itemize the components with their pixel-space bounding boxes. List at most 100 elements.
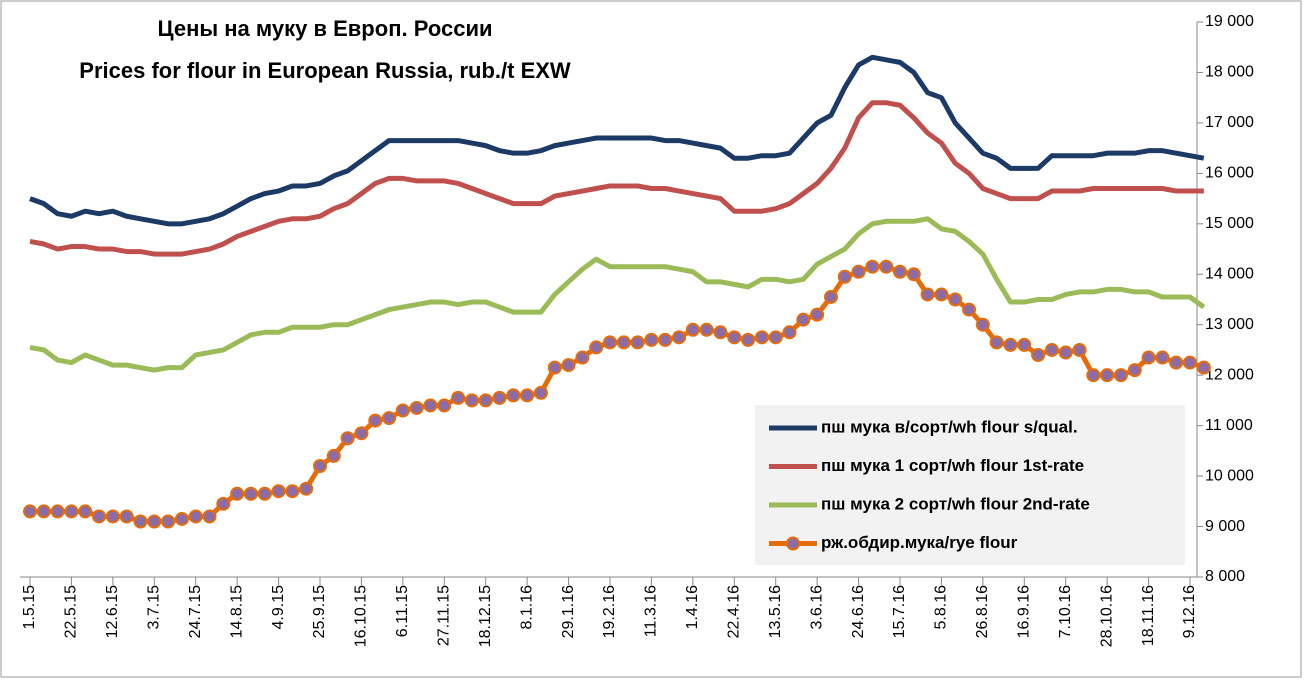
data-point — [851, 264, 866, 279]
x-tick-label: 18.11.16 — [1140, 585, 1157, 646]
x-tick-label: 6.11.15 — [394, 585, 411, 637]
legend-label: пш мука 1 сорт/wh flour 1st-rate — [821, 456, 1084, 475]
legend-label: пш мука в/сорт/wh flour s/qual. — [821, 417, 1078, 436]
y-tick-label: 17 000 — [1205, 114, 1254, 131]
data-point — [395, 403, 410, 418]
data-point — [810, 307, 825, 322]
data-point — [865, 259, 880, 274]
data-point — [893, 264, 907, 279]
data-point — [230, 486, 245, 501]
series-line — [29, 100, 1204, 257]
data-point — [64, 504, 79, 519]
y-tick-label: 10 000 — [1205, 467, 1254, 484]
data-point — [782, 325, 797, 340]
data-point — [326, 448, 341, 463]
y-tick-label: 13 000 — [1205, 316, 1254, 333]
data-point — [630, 335, 645, 350]
data-point — [50, 504, 65, 519]
data-point — [1017, 337, 1032, 352]
data-point — [409, 400, 424, 415]
x-tick-label: 9.12.16 — [1181, 585, 1198, 638]
x-tick-label: 18.12.15 — [477, 585, 494, 647]
data-point — [561, 358, 576, 373]
data-point — [464, 393, 479, 408]
data-point — [589, 340, 604, 355]
data-point — [382, 411, 397, 426]
series-line — [29, 54, 1205, 227]
data-point — [506, 388, 521, 403]
legend-label: пш мука 2 сорт/wh flour 2nd-rate — [821, 494, 1090, 513]
data-point — [1196, 360, 1211, 375]
data-point — [161, 514, 176, 529]
data-point — [837, 269, 852, 284]
x-tick-label: 12.6.15 — [104, 585, 121, 638]
data-point — [478, 393, 493, 408]
x-tick-label: 28.10.16 — [1098, 585, 1115, 647]
data-point — [741, 332, 756, 347]
data-point — [547, 360, 562, 375]
data-point — [1113, 368, 1128, 383]
x-tick-label: 5.8.16 — [933, 585, 950, 630]
data-point — [975, 317, 990, 332]
data-point — [603, 335, 617, 350]
data-point — [699, 322, 714, 337]
x-tick-label: 11.3.16 — [643, 585, 660, 637]
x-tick-label: 1.4.16 — [684, 585, 701, 630]
x-tick-label: 29.1.16 — [560, 585, 577, 638]
data-point — [437, 398, 452, 413]
data-point — [451, 390, 466, 405]
data-point — [796, 312, 811, 327]
data-point — [1044, 342, 1059, 357]
data-point — [644, 332, 659, 347]
x-tick-label: 24.7.15 — [187, 585, 204, 638]
data-point — [368, 413, 383, 428]
data-point — [423, 398, 438, 413]
data-point — [119, 509, 134, 524]
data-point — [354, 426, 369, 441]
data-point — [174, 511, 189, 526]
data-point — [575, 350, 590, 365]
y-tick-label: 12 000 — [1205, 366, 1254, 383]
data-point — [713, 325, 728, 340]
data-point — [299, 481, 314, 496]
data-point — [1169, 355, 1184, 370]
x-tick-label: 22.4.16 — [726, 585, 743, 638]
data-point — [962, 302, 977, 317]
data-point — [216, 496, 231, 511]
legend-label: рж.обдир.мука/rye flour — [821, 533, 1018, 552]
data-point — [257, 486, 272, 501]
data-point — [672, 330, 687, 345]
data-point — [313, 459, 327, 473]
x-tick-label: 15.7.16 — [891, 585, 908, 638]
data-point — [285, 484, 300, 499]
series-line — [29, 216, 1206, 373]
data-point — [92, 509, 107, 524]
data-point — [879, 259, 894, 274]
data-point — [105, 509, 120, 524]
legend-box — [755, 405, 1185, 565]
data-point — [188, 509, 203, 524]
data-point — [147, 514, 162, 529]
x-tick-label: 1.5.15 — [21, 585, 38, 630]
data-point — [1003, 337, 1018, 352]
data-point — [920, 287, 935, 302]
data-point — [492, 390, 507, 405]
x-tick-label: 14.8.15 — [228, 585, 245, 638]
data-point — [727, 330, 742, 345]
x-tick-label: 8.1.16 — [518, 585, 535, 630]
data-point — [340, 431, 355, 446]
data-point — [658, 332, 673, 347]
data-point — [1086, 368, 1101, 383]
x-tick-label: 16.10.15 — [353, 585, 370, 647]
x-tick-label: 7.10.16 — [1057, 585, 1074, 638]
data-point — [78, 504, 93, 519]
x-tick-label: 3.6.16 — [808, 585, 825, 630]
y-tick-label: 11 000 — [1205, 417, 1253, 434]
x-tick-label: 19.2.16 — [601, 585, 618, 638]
data-point — [36, 504, 51, 519]
x-tick-label: 22.5.15 — [63, 585, 80, 638]
y-tick-label: 14 000 — [1205, 265, 1254, 282]
y-tick-label: 8 000 — [1205, 568, 1245, 585]
y-tick-label: 18 000 — [1205, 64, 1254, 81]
chart-subtitle: Prices for flour in European Russia, rub… — [79, 58, 571, 83]
